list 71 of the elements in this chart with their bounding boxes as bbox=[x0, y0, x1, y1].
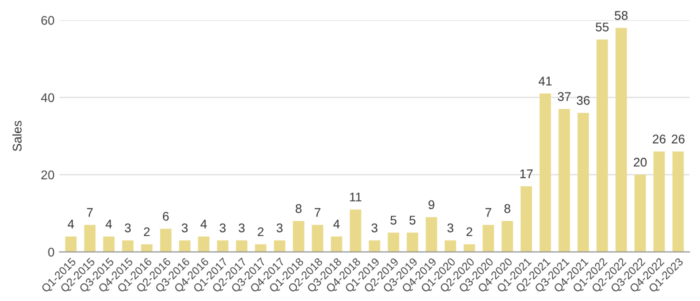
data-label: 2 bbox=[144, 227, 150, 236]
bar bbox=[540, 94, 551, 252]
data-label: 7 bbox=[486, 208, 492, 217]
bar bbox=[615, 28, 627, 252]
data-label: 2 bbox=[258, 227, 264, 236]
data-label: 8 bbox=[296, 204, 302, 214]
bar bbox=[368, 240, 380, 252]
data-label: 4 bbox=[333, 220, 340, 228]
bar bbox=[596, 39, 608, 252]
bar bbox=[482, 224, 494, 252]
data-label: 4 bbox=[200, 220, 207, 228]
data-label: 3 bbox=[238, 223, 245, 232]
data-label: 37 bbox=[558, 92, 571, 101]
data-label: 20 bbox=[634, 158, 647, 167]
y-tick-label: 60 bbox=[41, 16, 54, 25]
bar bbox=[274, 240, 286, 252]
y-tick-label: 20 bbox=[41, 170, 54, 180]
bar bbox=[350, 209, 362, 252]
bar bbox=[312, 224, 324, 252]
y-tick-label: 40 bbox=[41, 93, 54, 102]
data-label: 2 bbox=[466, 227, 472, 236]
data-label: 26 bbox=[672, 134, 685, 144]
bar bbox=[217, 240, 228, 252]
data-label: 17 bbox=[520, 170, 533, 178]
bar bbox=[292, 221, 304, 252]
bar bbox=[160, 228, 172, 252]
data-label: 8 bbox=[504, 204, 510, 214]
data-label: 3 bbox=[182, 223, 188, 232]
data-label: 4 bbox=[68, 220, 74, 228]
data-label: 3 bbox=[124, 223, 131, 232]
bar bbox=[388, 232, 400, 252]
bar bbox=[672, 152, 684, 252]
data-label: 6 bbox=[162, 212, 169, 221]
bar bbox=[198, 236, 210, 252]
data-label: 5 bbox=[409, 216, 416, 225]
bar bbox=[558, 109, 570, 252]
bar bbox=[122, 240, 134, 252]
data-label: 5 bbox=[390, 216, 396, 225]
data-label: 41 bbox=[538, 76, 552, 86]
data-label: 3 bbox=[447, 223, 454, 232]
bar bbox=[330, 236, 342, 252]
bar bbox=[502, 221, 514, 252]
bar bbox=[578, 112, 589, 252]
bar bbox=[236, 240, 248, 252]
bar bbox=[254, 244, 266, 252]
y-tick-label: 0 bbox=[48, 248, 54, 257]
data-label: 3 bbox=[220, 223, 226, 232]
bar bbox=[634, 174, 646, 252]
data-label: 4 bbox=[106, 220, 112, 228]
y-axis-title: Sales bbox=[12, 120, 22, 152]
bar bbox=[464, 244, 476, 252]
data-label: 26 bbox=[652, 134, 666, 144]
bar bbox=[84, 224, 96, 252]
bar bbox=[653, 152, 665, 252]
data-label: 3 bbox=[372, 223, 378, 232]
bar bbox=[406, 232, 418, 252]
data-label: 36 bbox=[576, 96, 590, 105]
data-label: 58 bbox=[614, 11, 628, 20]
bar bbox=[141, 244, 152, 252]
data-label: 3 bbox=[276, 223, 283, 232]
data-label: 55 bbox=[596, 22, 609, 32]
bar bbox=[444, 240, 456, 252]
bar bbox=[426, 217, 438, 252]
data-label: 7 bbox=[314, 208, 320, 217]
bar bbox=[179, 240, 190, 252]
data-label: 11 bbox=[350, 192, 362, 202]
data-label: 9 bbox=[428, 200, 434, 210]
bar bbox=[103, 236, 115, 252]
bar bbox=[65, 236, 77, 252]
data-label: 7 bbox=[87, 208, 93, 217]
bar bbox=[520, 186, 532, 252]
